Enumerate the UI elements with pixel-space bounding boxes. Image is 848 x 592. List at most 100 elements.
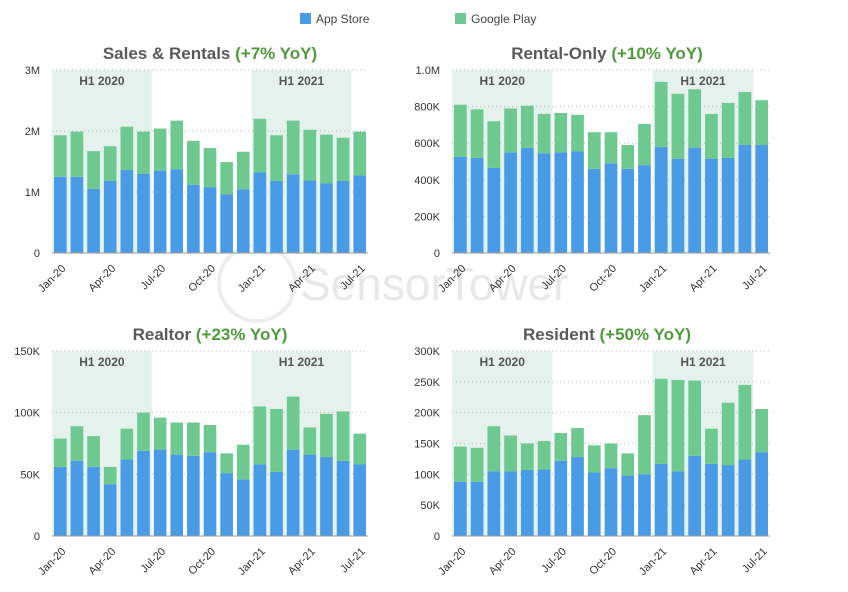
bar-app-store bbox=[87, 466, 100, 536]
bar-google-play bbox=[87, 436, 100, 467]
bar-app-store bbox=[537, 153, 551, 253]
bar-app-store bbox=[170, 169, 184, 253]
bar-google-play bbox=[571, 114, 584, 152]
chart-title-yoy: (+7% YoY) bbox=[235, 44, 317, 63]
bar-google-play bbox=[353, 433, 367, 465]
bar-app-store bbox=[537, 469, 551, 536]
bar-app-store bbox=[721, 465, 735, 536]
y-tick-label: 600K bbox=[414, 138, 440, 150]
bar-google-play bbox=[638, 123, 651, 166]
bar-google-play bbox=[738, 91, 752, 146]
bar-app-store bbox=[220, 194, 233, 253]
bar-app-store bbox=[286, 449, 300, 536]
bar-google-play bbox=[470, 447, 484, 482]
x-tick-label: Jan-21 bbox=[236, 263, 268, 295]
x-tick-label: Oct-20 bbox=[587, 546, 619, 578]
bar-google-play bbox=[203, 425, 217, 453]
bar-google-play bbox=[187, 140, 200, 185]
bar-google-play bbox=[554, 113, 568, 153]
x-tick-label: Apr-21 bbox=[688, 546, 720, 578]
bar-google-play bbox=[520, 443, 534, 471]
y-tick-label: 800K bbox=[414, 102, 440, 114]
chart-title-main: Realtor bbox=[133, 325, 196, 344]
bar-app-store bbox=[203, 452, 217, 536]
bar-google-play bbox=[454, 104, 467, 157]
chart-title-main: Sales & Rentals bbox=[103, 44, 235, 63]
bar-app-store bbox=[236, 479, 250, 536]
bar-google-play bbox=[320, 134, 333, 184]
bar-app-store bbox=[587, 168, 601, 253]
bar-google-play bbox=[153, 417, 167, 450]
bar-app-store bbox=[137, 450, 150, 536]
bar-google-play bbox=[137, 412, 150, 451]
x-tick-label: Apr-20 bbox=[86, 546, 118, 578]
bar-google-play bbox=[70, 131, 84, 177]
bar-app-store bbox=[671, 158, 685, 253]
y-tick-label: 0 bbox=[34, 531, 40, 543]
bar-app-store bbox=[487, 167, 501, 253]
bar-app-store bbox=[554, 152, 568, 253]
highlight-band bbox=[452, 351, 553, 536]
highlight-band bbox=[452, 70, 553, 253]
y-tick-label: 50K bbox=[420, 500, 440, 512]
bar-google-play bbox=[520, 105, 534, 148]
bar-google-play bbox=[470, 109, 484, 158]
bar-google-play bbox=[738, 384, 752, 460]
highlight-band bbox=[652, 351, 754, 536]
chart-title: Realtor (+23% YoY) bbox=[133, 325, 288, 344]
bar-google-play bbox=[53, 135, 67, 177]
y-tick-label: 0 bbox=[434, 531, 440, 543]
bar-google-play bbox=[336, 411, 350, 461]
x-tick-label: Jul-21 bbox=[338, 546, 368, 576]
bar-app-store bbox=[203, 187, 217, 253]
y-tick-label: 0 bbox=[434, 248, 440, 260]
bar-google-play bbox=[587, 445, 601, 473]
chart-rental-only: Rental-Only (+10% YoY) H1 2020 H1 2021 0 200… bbox=[414, 44, 770, 295]
bar-app-store bbox=[53, 176, 67, 253]
x-tick-label: Jan-20 bbox=[36, 546, 68, 578]
band-label: H1 2021 bbox=[680, 355, 726, 369]
bar-app-store bbox=[638, 165, 651, 253]
x-tick-label: Oct-20 bbox=[186, 263, 218, 295]
bar-google-play bbox=[286, 396, 300, 450]
y-tick-label: 100K bbox=[14, 408, 40, 420]
legend-label-app-store: App Store bbox=[316, 12, 370, 26]
highlight-band bbox=[251, 70, 352, 253]
bar-app-store bbox=[120, 459, 134, 536]
bar-app-store bbox=[621, 168, 635, 253]
x-tick-label: Jul-20 bbox=[539, 546, 569, 576]
band-label: H1 2020 bbox=[79, 74, 125, 88]
band-label: H1 2021 bbox=[279, 355, 325, 369]
bar-google-play bbox=[688, 89, 702, 148]
watermark-logo-icon bbox=[217, 243, 297, 323]
x-tick-label: Jan-20 bbox=[36, 263, 68, 295]
bar-app-store bbox=[70, 176, 84, 253]
highlight-band bbox=[652, 70, 754, 253]
watermark: SensorTower bbox=[217, 243, 568, 323]
bar-app-store bbox=[721, 157, 735, 253]
bar-app-store bbox=[103, 484, 117, 536]
bar-google-play bbox=[504, 435, 517, 472]
bar-app-store bbox=[654, 146, 668, 253]
legend-label-google-play: Google Play bbox=[471, 12, 536, 26]
y-tick-label: 150K bbox=[414, 439, 440, 451]
y-tick-label: 2M bbox=[25, 126, 40, 138]
y-tick-label: 100K bbox=[414, 469, 440, 481]
bar-app-store bbox=[153, 170, 167, 253]
bar-app-store bbox=[470, 157, 484, 253]
legend-swatch-app-store bbox=[300, 13, 311, 24]
bar-google-play bbox=[53, 438, 67, 467]
bar-google-play bbox=[537, 113, 551, 154]
bar-google-play bbox=[755, 408, 768, 453]
y-tick-label: 1.0M bbox=[416, 65, 440, 77]
bar-app-store bbox=[303, 180, 317, 253]
x-tick-label: Jul-21 bbox=[740, 263, 770, 293]
bar-app-store bbox=[688, 455, 702, 536]
bar-google-play bbox=[336, 137, 350, 182]
bar-app-store bbox=[504, 471, 517, 536]
bar-app-store bbox=[303, 454, 317, 536]
bar-app-store bbox=[654, 463, 668, 536]
bar-google-play bbox=[286, 120, 300, 175]
bar-google-play bbox=[236, 151, 250, 190]
